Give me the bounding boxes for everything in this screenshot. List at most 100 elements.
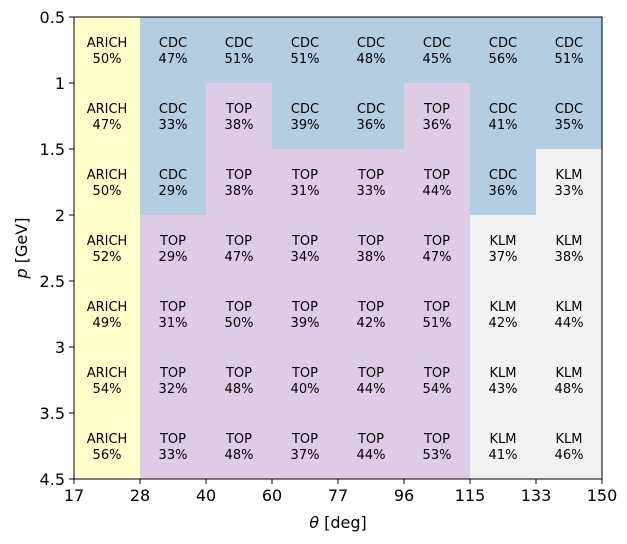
cell-percent-label: 48% — [555, 382, 584, 397]
cell-percent-label: 38% — [357, 250, 386, 265]
cell-percent-label: 50% — [93, 184, 122, 199]
y-tick-label: 2.5 — [40, 272, 65, 291]
cell-background — [470, 413, 536, 479]
cell-background — [404, 83, 470, 149]
cell-percent-label: 33% — [357, 184, 386, 199]
cell-percent-label: 56% — [93, 448, 122, 463]
cell-percent-label: 47% — [93, 118, 122, 133]
cell-percent-label: 52% — [93, 250, 122, 265]
cell-percent-label: 49% — [93, 316, 122, 331]
cell-percent-label: 31% — [291, 184, 320, 199]
cell-background — [536, 413, 602, 479]
cell-percent-label: 46% — [555, 448, 584, 463]
cell-background — [140, 83, 206, 149]
x-tick-label: 60 — [262, 486, 282, 505]
cell-detector-label: KLM — [490, 300, 517, 315]
cell-detector-label: TOP — [357, 366, 384, 381]
cell-detector-label: KLM — [490, 432, 517, 447]
y-tick-label: 3 — [55, 338, 65, 357]
cell-background — [272, 281, 338, 347]
cell-background — [272, 17, 338, 83]
cell-detector-label: TOP — [291, 168, 318, 183]
cell-detector-label: KLM — [556, 168, 583, 183]
cell-percent-label: 38% — [225, 118, 254, 133]
cell-background — [470, 215, 536, 281]
cell-detector-label: KLM — [490, 234, 517, 249]
cell-detector-label: CDC — [159, 168, 187, 183]
cell-background — [470, 149, 536, 215]
cell-background — [140, 281, 206, 347]
cell-detector-label: TOP — [423, 366, 450, 381]
cell-background — [338, 83, 404, 149]
cell-percent-label: 50% — [225, 316, 254, 331]
cell-background — [338, 413, 404, 479]
cell-detector-label: ARICH — [87, 168, 128, 183]
cell-detector-label: CDC — [159, 102, 187, 117]
cell-detector-label: TOP — [291, 366, 318, 381]
x-tick-label: 17 — [64, 486, 84, 505]
cell-percent-label: 51% — [225, 52, 254, 67]
cell-detector-label: TOP — [225, 234, 252, 249]
y-axis-label: p [GeV] — [12, 218, 31, 280]
cell-detector-label: TOP — [423, 168, 450, 183]
cell-detector-label: TOP — [423, 432, 450, 447]
cell-background — [206, 215, 272, 281]
cell-percent-label: 36% — [423, 118, 452, 133]
cell-background — [470, 281, 536, 347]
cell-percent-label: 44% — [357, 448, 386, 463]
cell-background — [536, 215, 602, 281]
cell-detector-label: TOP — [159, 234, 186, 249]
cell-percent-label: 29% — [159, 250, 188, 265]
cell-background — [536, 347, 602, 413]
cell-detector-label: CDC — [159, 36, 187, 51]
cell-background — [404, 149, 470, 215]
cell-detector-label: CDC — [423, 36, 451, 51]
cell-percent-label: 50% — [93, 52, 122, 67]
cell-background — [140, 413, 206, 479]
cell-background — [536, 149, 602, 215]
y-tick-label: 4.5 — [40, 470, 65, 489]
cell-detector-label: KLM — [490, 366, 517, 381]
cell-background — [74, 413, 140, 479]
cell-background — [536, 17, 602, 83]
cell-detector-label: CDC — [357, 102, 385, 117]
cell-background — [206, 281, 272, 347]
cell-detector-label: TOP — [291, 234, 318, 249]
x-tick-label: 77 — [328, 486, 348, 505]
cell-percent-label: 45% — [423, 52, 452, 67]
cell-percent-label: 35% — [555, 118, 584, 133]
cell-detector-label: TOP — [159, 432, 186, 447]
cell-background — [74, 149, 140, 215]
cell-percent-label: 44% — [357, 382, 386, 397]
cell-background — [272, 149, 338, 215]
cell-detector-label: CDC — [555, 36, 583, 51]
cell-background — [536, 281, 602, 347]
x-tick-label: 96 — [394, 486, 414, 505]
cell-percent-label: 51% — [423, 316, 452, 331]
cell-background — [338, 149, 404, 215]
cell-detector-label: CDC — [291, 36, 319, 51]
cell-detector-label: ARICH — [87, 102, 128, 117]
cell-percent-label: 54% — [93, 382, 122, 397]
cell-percent-label: 48% — [357, 52, 386, 67]
cell-percent-label: 53% — [423, 448, 452, 463]
cell-background — [404, 215, 470, 281]
